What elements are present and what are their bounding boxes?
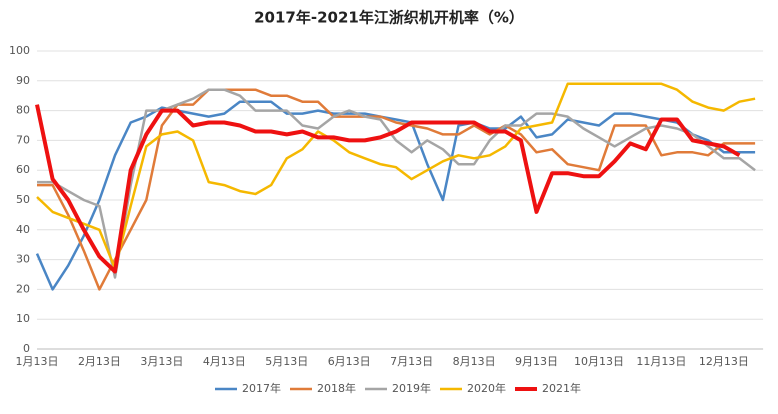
y-tick-label: 100 xyxy=(9,44,30,57)
x-tick-label: 1月13日 xyxy=(16,355,59,368)
x-tick-label: 8月13日 xyxy=(453,355,496,368)
y-tick-label: 20 xyxy=(16,282,30,295)
y-tick-label: 70 xyxy=(16,133,30,146)
y-tick-label: 0 xyxy=(23,342,30,355)
x-tick-label: 2月13日 xyxy=(78,355,121,368)
legend-label: 2019年 xyxy=(392,381,431,395)
x-tick-label: 3月13日 xyxy=(140,355,183,368)
x-tick-label: 7月13日 xyxy=(390,355,433,368)
x-tick-label: 5月13日 xyxy=(265,355,308,368)
legend-label: 2017年 xyxy=(242,381,281,395)
y-tick-label: 90 xyxy=(16,74,30,87)
series-line xyxy=(37,88,756,291)
x-tick-label: 4月13日 xyxy=(203,355,246,368)
x-tick-label: 11月13日 xyxy=(636,355,686,368)
legend-label: 2018年 xyxy=(317,381,356,395)
y-tick-label: 80 xyxy=(16,104,30,117)
series-line xyxy=(36,82,756,270)
x-tick-label: 6月13日 xyxy=(328,355,371,368)
legend-label: 2020年 xyxy=(467,381,506,395)
y-tick-label: 10 xyxy=(16,312,30,325)
y-tick-label: 60 xyxy=(16,163,30,176)
y-tick-label: 40 xyxy=(16,223,30,236)
y-tick-label: 30 xyxy=(16,253,30,266)
chart-title: 2017年-2021年江浙织机开机率（%） xyxy=(254,9,524,27)
x-tick-label: 12月13日 xyxy=(699,355,749,368)
x-tick-label: 9月13日 xyxy=(515,355,558,368)
x-tick-label: 10月13日 xyxy=(574,355,624,368)
series-line xyxy=(37,88,756,279)
series-line xyxy=(35,104,741,274)
legend-label: 2021年 xyxy=(542,381,581,395)
y-tick-label: 50 xyxy=(16,193,30,206)
